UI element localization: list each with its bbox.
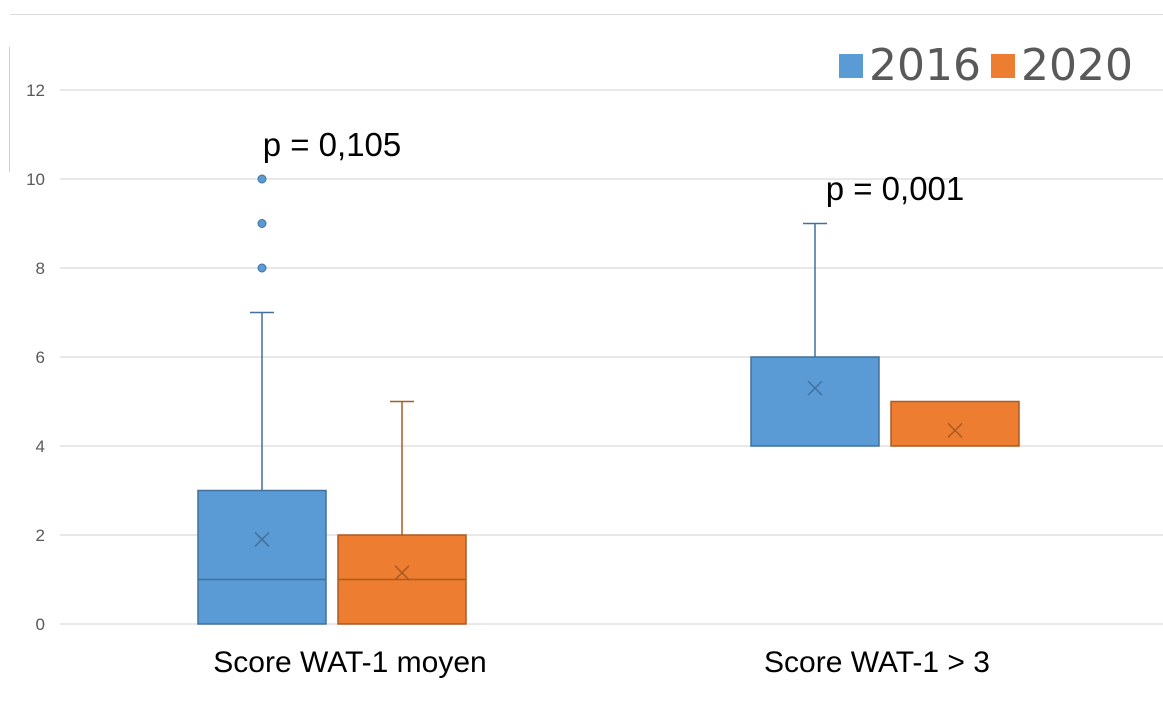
legend: 2016 2020 bbox=[829, 40, 1133, 91]
p-value-annotation: p = 0,105 bbox=[263, 126, 402, 163]
legend-item-2020: 2020 bbox=[991, 40, 1133, 91]
p-value-annotation: p = 0,001 bbox=[826, 170, 965, 207]
mean-marker bbox=[947, 422, 963, 438]
y-tick-label: 4 bbox=[36, 437, 45, 456]
chart-frame-top-border bbox=[10, 14, 1163, 15]
mean-marker bbox=[807, 380, 823, 396]
category-label: Score WAT-1 moyen bbox=[213, 646, 486, 679]
box-2016 bbox=[197, 489, 327, 625]
y-tick-label: 6 bbox=[36, 348, 45, 367]
box-2016 bbox=[750, 356, 880, 447]
y-tick-label: 2 bbox=[36, 526, 45, 545]
mean-marker bbox=[254, 531, 270, 547]
y-tick-label: 8 bbox=[36, 259, 45, 278]
legend-label-2020: 2020 bbox=[1021, 40, 1133, 91]
legend-swatch-2016 bbox=[839, 53, 864, 78]
legend-label-2016: 2016 bbox=[869, 40, 982, 91]
y-tick-label: 10 bbox=[26, 170, 45, 189]
category-label: Score WAT-1 > 3 bbox=[764, 646, 990, 679]
y-tick-label: 0 bbox=[36, 615, 45, 634]
box-2020 bbox=[890, 400, 1020, 447]
y-tick-label: 12 bbox=[26, 81, 45, 100]
outlier-point bbox=[257, 174, 267, 184]
mean-marker bbox=[394, 565, 410, 581]
legend-item-2016: 2016 bbox=[839, 40, 981, 91]
legend-swatch-2020 bbox=[991, 53, 1016, 78]
outlier-point bbox=[257, 263, 267, 273]
outlier-point bbox=[257, 219, 267, 228]
chart-frame-left-border bbox=[9, 47, 10, 172]
